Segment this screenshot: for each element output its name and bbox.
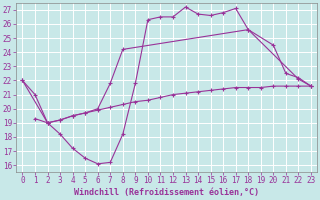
X-axis label: Windchill (Refroidissement éolien,°C): Windchill (Refroidissement éolien,°C) <box>74 188 259 197</box>
